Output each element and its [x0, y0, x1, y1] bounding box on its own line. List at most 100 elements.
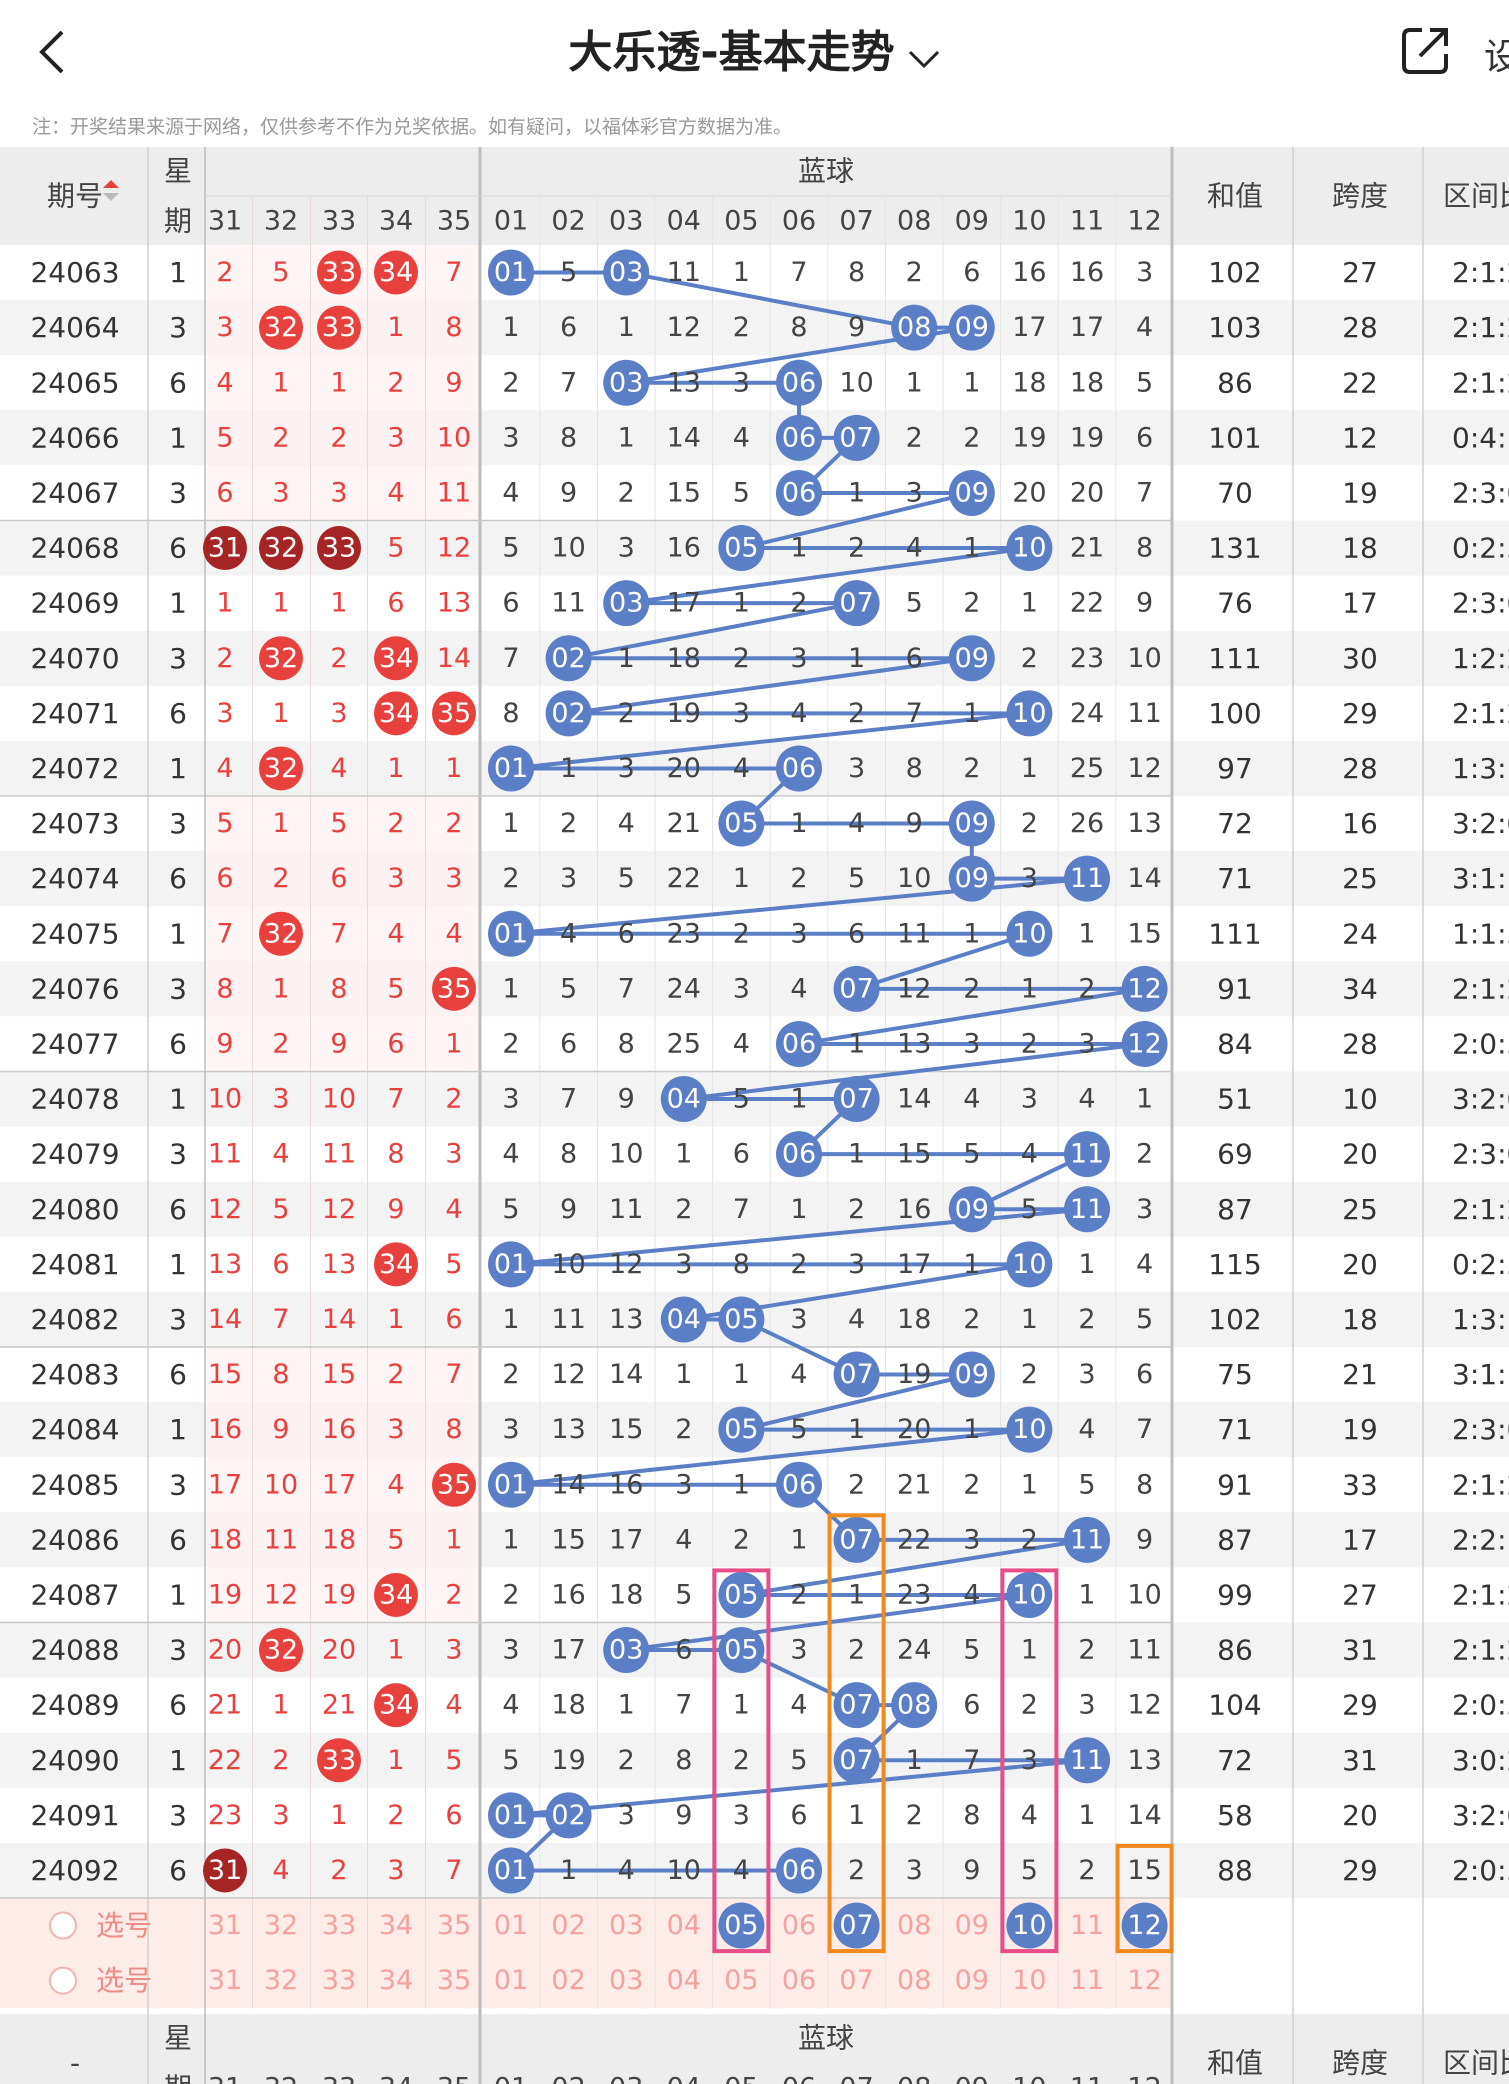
blue-miss-cell: 13	[1127, 1745, 1161, 1776]
blue-ball-number: 03	[609, 257, 643, 288]
blue-miss-cell: 2	[733, 1524, 750, 1555]
blue-miss-cell: 10	[1127, 643, 1161, 674]
front-miss-cell: 1	[330, 588, 347, 619]
blue-ball-number: 10	[1012, 1414, 1046, 1445]
span-cell: 18	[1342, 1303, 1378, 1336]
picked-blue-ball[interactable]	[1006, 1902, 1053, 1949]
blue-miss-cell: 1	[1136, 1084, 1153, 1115]
blue-ball	[718, 525, 765, 572]
sort-down-icon[interactable]	[103, 193, 119, 201]
blue-miss-cell: 5	[560, 257, 577, 288]
blue-miss-cell: 8	[906, 753, 923, 784]
blue-miss-cell: 1	[1021, 1304, 1038, 1335]
front-ball-number: 32	[264, 533, 298, 564]
weekday-cell: 1	[169, 1083, 187, 1116]
settings-label[interactable]: 设	[1484, 37, 1509, 78]
sum-cell: 84	[1217, 1027, 1253, 1060]
zone-cell: 2:1:2	[1452, 366, 1509, 399]
blue-miss-cell: 2	[675, 1414, 692, 1445]
blue-miss-cell: 10	[551, 533, 585, 564]
back-arrow-icon[interactable]	[30, 20, 90, 80]
blue-miss-cell: 8	[560, 1139, 577, 1170]
sum-cell: 100	[1208, 697, 1261, 730]
blue-ball	[603, 1627, 650, 1674]
sum-cell: 87	[1217, 1523, 1253, 1556]
blue-miss-cell: 2	[502, 863, 519, 894]
front-miss-cell: 3	[330, 477, 347, 508]
blue-miss-cell: 22	[667, 863, 701, 894]
picked-blue-number: 05	[724, 1910, 758, 1941]
blue-miss-cell: 1	[1021, 1635, 1038, 1666]
weekday-cell: 3	[169, 1303, 187, 1336]
select-label[interactable]: 选号	[96, 1909, 152, 1942]
blue-miss-cell: 2	[963, 973, 980, 1004]
weekday-cell: 1	[169, 587, 187, 620]
span-cell: 29	[1342, 1689, 1378, 1722]
front-ball-number: 33	[322, 257, 356, 288]
blue-ball	[776, 469, 822, 516]
blue-miss-cell: 18	[897, 1304, 931, 1335]
blue-miss-cell: 4	[618, 808, 635, 839]
blue-ball	[660, 1296, 707, 1343]
blue-miss-cell: 2	[963, 588, 980, 619]
blue-ball-number: 01	[494, 257, 528, 288]
blue-miss-cell: 2	[1021, 643, 1038, 674]
front-miss-cell: 2	[330, 422, 347, 453]
blue-miss-cell: 2	[790, 588, 807, 619]
issue-cell: 24086	[30, 1523, 119, 1556]
front-ball	[203, 1848, 247, 1893]
blue-miss-cell: 15	[551, 1524, 585, 1555]
blue-ball-number: 09	[955, 1194, 989, 1225]
picked-blue-ball[interactable]	[833, 1902, 880, 1949]
picked-blue-ball[interactable]	[718, 1902, 765, 1949]
blue-ball	[603, 359, 650, 406]
select-blue-number: 07	[839, 1965, 873, 1996]
blue-ball	[545, 635, 592, 682]
front-miss-cell: 20	[208, 1635, 242, 1666]
blue-ball	[545, 690, 592, 737]
front-miss-cell: 9	[387, 1194, 404, 1225]
front-miss-cell: 5	[445, 1745, 462, 1776]
front-miss-cell: 5	[272, 257, 289, 288]
weekday-cell: 3	[169, 642, 187, 675]
zone-cell: 2:1:2	[1452, 1468, 1509, 1501]
front-ball	[317, 250, 361, 295]
span-cell: 29	[1342, 1854, 1378, 1887]
blue-ball-number: 05	[724, 1304, 758, 1335]
span-cell: 10	[1342, 1083, 1378, 1116]
blue-miss-cell: 4	[560, 918, 577, 949]
blue-ball-number: 10	[1012, 1249, 1046, 1280]
blue-miss-cell: 3	[906, 477, 923, 508]
blue-ball-number: 06	[782, 1139, 816, 1170]
select-radio[interactable]	[49, 1966, 77, 1995]
picked-blue-ball[interactable]	[1121, 1902, 1168, 1949]
blue-miss-cell: 14	[897, 1084, 931, 1115]
page-title-dropdown[interactable]: 大乐透-基本走势	[0, 16, 1509, 81]
blue-miss-cell: 3	[733, 698, 750, 729]
blue-col-header: 04	[667, 206, 701, 237]
blue-miss-cell: 2	[848, 533, 865, 564]
blue-miss-cell: 17	[667, 588, 701, 619]
blue-miss-cell: 13	[551, 1414, 585, 1445]
front-miss-cell: 14	[437, 643, 471, 674]
sum-cell: 72	[1217, 807, 1253, 840]
blue-miss-cell: 1	[502, 808, 519, 839]
select-blue-number: 05	[724, 1965, 758, 1996]
select-radio[interactable]	[49, 1911, 77, 1940]
blue-ball	[948, 469, 995, 516]
blue-ball-number: 01	[494, 1249, 528, 1280]
sort-up-icon[interactable]	[103, 180, 119, 188]
blue-miss-cell: 3	[906, 1855, 923, 1886]
zone-cell: 2:0:3	[1452, 1854, 1509, 1887]
blue-miss-cell: 5	[1136, 1304, 1153, 1335]
blue-miss-cell: 11	[897, 918, 931, 949]
blue-ball	[545, 1792, 592, 1839]
issue-cell: 24079	[30, 1138, 119, 1171]
blue-miss-cell: 3	[618, 1800, 635, 1831]
select-label[interactable]: 选号	[96, 1964, 152, 1997]
front-miss-cell: 3	[387, 1855, 404, 1886]
issue-cell: 24075	[30, 917, 119, 950]
select-blue-number: 09	[955, 1910, 989, 1941]
share-icon[interactable]	[1398, 22, 1454, 78]
select-front-number: 34	[379, 1910, 413, 1941]
